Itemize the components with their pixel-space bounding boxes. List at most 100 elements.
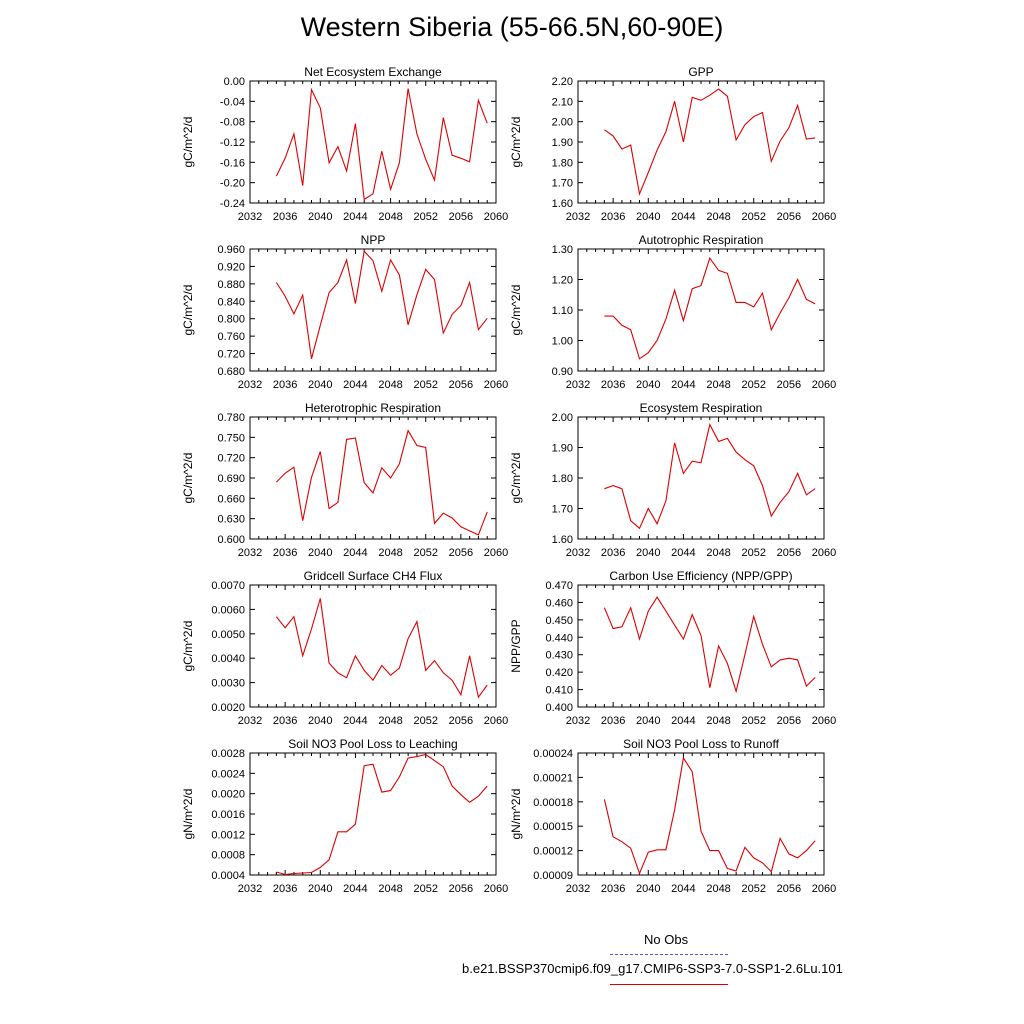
- chart-panel: 0.00024 0.00021 0.00018 0.00015 0.00012 0.000…: [509, 737, 836, 895]
- y-tick-label: 0.840: [217, 296, 245, 308]
- x-tick-label: 2052: [741, 379, 765, 391]
- x-tick-label: 2040: [636, 211, 660, 223]
- y-axis-label: NPP/GPP: [509, 619, 523, 672]
- plot-frame: [577, 248, 825, 372]
- x-tick-label: 2040: [636, 547, 660, 559]
- series-line: [604, 256, 816, 360]
- plot-frame: [249, 752, 497, 876]
- y-tick-label: 1.00: [552, 336, 573, 348]
- x-tick-label: 2056: [449, 379, 473, 391]
- y-tick-label: 0.00015: [533, 821, 573, 833]
- x-tick-label: 2048: [378, 379, 402, 391]
- plot-frame: [577, 584, 825, 708]
- y-tick-label: 2.10: [552, 96, 573, 108]
- x-tick-label: 2032: [566, 211, 590, 223]
- x-tick-label: 2060: [812, 715, 836, 727]
- x-tick-label: 2032: [566, 547, 590, 559]
- plot-frame: [577, 416, 825, 540]
- chart-title: GPP: [688, 65, 713, 79]
- plot-frame: [577, 80, 825, 204]
- x-tick-label: 2052: [413, 715, 437, 727]
- x-tick-label: 2036: [273, 715, 297, 727]
- x-tick-label: 2048: [378, 883, 402, 895]
- y-tick-label: 2.00: [552, 117, 573, 129]
- y-tick-label: 1.90: [552, 443, 573, 455]
- x-tick-label: 2044: [671, 379, 695, 391]
- x-tick-label: 2052: [413, 547, 437, 559]
- x-tick-label: 2052: [741, 883, 765, 895]
- x-tick-label: 2048: [706, 211, 730, 223]
- chart-title: Autotrophic Respiration: [639, 233, 764, 247]
- y-tick-label: 0.90: [552, 366, 573, 378]
- y-tick-label: 0.00: [224, 76, 245, 88]
- x-tick-label: 2040: [308, 211, 332, 223]
- x-tick-label: 2040: [636, 379, 660, 391]
- series-line: [275, 249, 488, 359]
- x-tick-label: 2052: [413, 883, 437, 895]
- legend-model-label: b.e21.BSSP370cmip6.f09_g17.CMIP6-SSP3-7.…: [462, 961, 843, 976]
- y-tick-label: 0.00024: [533, 748, 573, 760]
- y-tick-label: 0.750: [217, 432, 245, 444]
- x-tick-label: 2056: [777, 715, 801, 727]
- y-tick-label: 0.0016: [211, 809, 245, 821]
- x-tick-label: 2060: [812, 211, 836, 223]
- y-tick-label: 2.20: [552, 76, 573, 88]
- y-tick-label: -0.16: [220, 157, 245, 169]
- y-axis-label: gC/m^2/d: [509, 453, 523, 504]
- x-tick-label: 2032: [238, 547, 262, 559]
- x-tick-label: 2036: [273, 547, 297, 559]
- y-tick-label: 0.0024: [211, 768, 245, 780]
- y-tick-label: 0.680: [217, 366, 245, 378]
- x-tick-label: 2036: [601, 715, 625, 727]
- x-tick-label: 2056: [449, 211, 473, 223]
- y-tick-label: -0.24: [220, 198, 245, 210]
- x-tick-label: 2044: [343, 379, 367, 391]
- y-tick-label: 0.0060: [211, 604, 245, 616]
- x-tick-label: 2036: [601, 211, 625, 223]
- x-tick-label: 2040: [636, 883, 660, 895]
- y-axis-label: gC/m^2/d: [181, 117, 195, 168]
- y-tick-label: 1.80: [552, 473, 573, 485]
- y-tick-label: 0.470: [545, 580, 573, 592]
- y-axis-label: gN/m^2/d: [509, 789, 523, 840]
- plot-frame: [249, 80, 497, 204]
- series-line: [603, 596, 816, 694]
- y-axis-label: gC/m^2/d: [509, 285, 523, 336]
- y-tick-label: 1.90: [552, 137, 573, 149]
- y-tick-label: 1.10: [552, 305, 573, 317]
- x-tick-label: 2060: [484, 883, 508, 895]
- x-tick-label: 2056: [777, 547, 801, 559]
- y-tick-label: 0.430: [545, 650, 573, 662]
- series-line: [603, 756, 816, 875]
- plot-frame: [249, 416, 497, 540]
- series-line: [275, 87, 488, 201]
- x-tick-label: 2060: [812, 547, 836, 559]
- y-tick-label: 2.00: [552, 412, 573, 424]
- chart-panel: 0.470 0.460 0.450 0.440 0.430 0.420 0.410 0.400…: [509, 569, 836, 727]
- x-tick-label: 2040: [308, 715, 332, 727]
- chart-title: Gridcell Surface CH4 Flux: [304, 569, 443, 583]
- y-tick-label: 0.0030: [211, 678, 245, 690]
- chart-title: Carbon Use Efficiency (NPP/GPP): [609, 569, 792, 583]
- x-tick-label: 2048: [706, 883, 730, 895]
- x-tick-label: 2032: [238, 715, 262, 727]
- y-tick-label: 0.00012: [533, 846, 573, 858]
- x-tick-label: 2040: [308, 379, 332, 391]
- y-tick-label: 0.720: [217, 453, 245, 465]
- x-tick-label: 2040: [308, 547, 332, 559]
- x-tick-label: 2056: [449, 883, 473, 895]
- x-tick-label: 2040: [636, 715, 660, 727]
- y-tick-label: 1.80: [552, 157, 573, 169]
- x-tick-label: 2056: [449, 547, 473, 559]
- y-tick-label: 0.0008: [211, 850, 245, 862]
- y-tick-label: 0.720: [217, 349, 245, 361]
- x-tick-label: 2044: [343, 883, 367, 895]
- x-tick-label: 2060: [812, 379, 836, 391]
- x-tick-label: 2060: [484, 211, 508, 223]
- x-tick-label: 2056: [777, 211, 801, 223]
- chart-panel: 0.0028 0.0024 0.0020 0.0016 0.0012 0.0008 0.00…: [181, 737, 508, 895]
